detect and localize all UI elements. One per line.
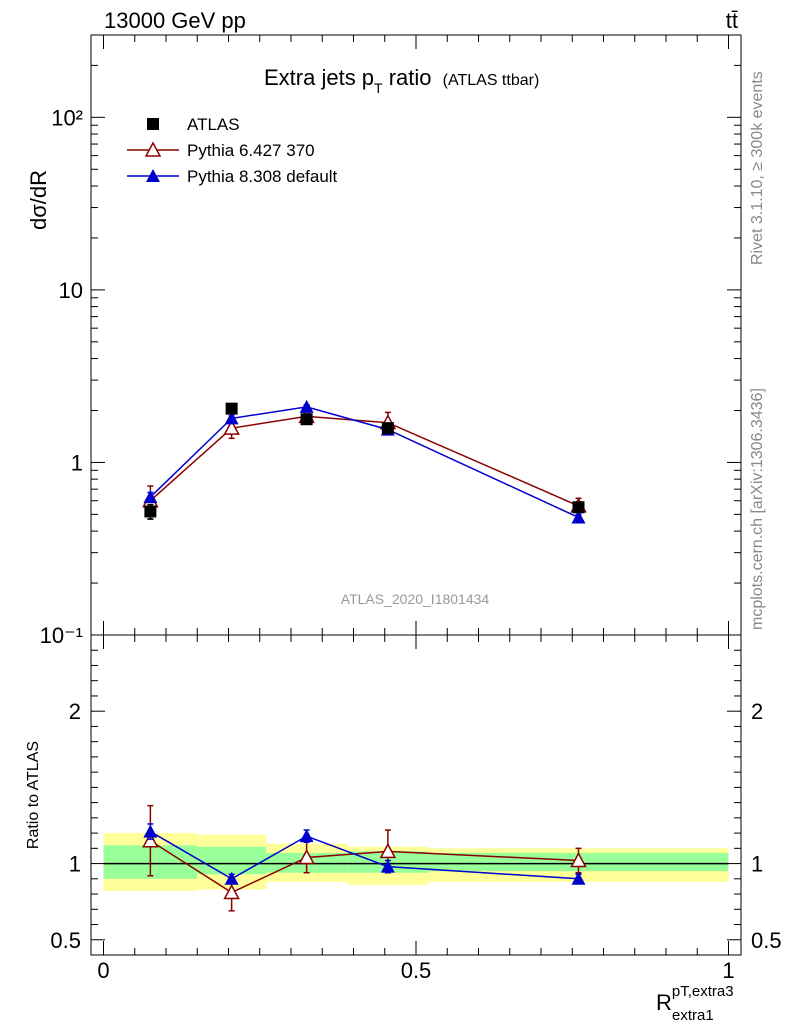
x-tick-label: 1: [722, 958, 734, 983]
main-series: [142, 399, 587, 524]
pythia-8-308-default-point: [143, 490, 158, 504]
pythia-6-427-370-ratio-point: [142, 832, 159, 848]
mcplots-label: mcplots.cern.ch [arXiv:1306.3436]: [749, 388, 766, 630]
pythia-8-308-default-point: [571, 510, 586, 524]
x-ticks: 0 0.5 1: [97, 35, 735, 983]
main-y-ticks: 10⁻¹ 1 10 10²: [40, 34, 741, 648]
pythia-6-427-370-ratio-point: [298, 848, 315, 865]
legend-label-pythia-6-427-370: Pythia 6.427 370: [187, 141, 315, 160]
ratio-y-ticks: 0.5 0.5 1 1 2 2: [50, 634, 782, 956]
pythia-8-308-default-ratio-point: [380, 859, 395, 873]
ratio-y-tick-label-right: 1: [751, 852, 763, 877]
title-rest: ratio: [383, 65, 432, 90]
x-label-sub: extra1: [672, 1007, 714, 1024]
process-label: tt̄: [726, 8, 738, 33]
ratio-y-tick-label-right: 0.5: [751, 928, 782, 953]
energy-label: 13000 GeV pp: [104, 8, 246, 33]
legend-marker-atlas: [147, 118, 159, 130]
title-main: Extra jets p: [264, 65, 374, 90]
legend-marker-pythia-8-308-default: [146, 169, 160, 182]
ratio-frame: [90, 634, 742, 956]
pythia-6-427-370-point: [223, 419, 240, 435]
x-label-main: R: [656, 990, 672, 1015]
pythia-8-308-default-ratio-point: [299, 829, 314, 843]
pythia-8-308-default-ratio-point: [571, 871, 586, 885]
ratio-bands: [103, 833, 729, 891]
pythia-8-308-default-ratio-point: [224, 871, 239, 885]
x-axis-label: RpT,extra3: [656, 983, 734, 1015]
main-y-label: dσ/dR: [26, 170, 51, 230]
ratio-y-label: Ratio to ATLAS: [25, 741, 42, 849]
pythia-6-427-370-ratio-point: [379, 842, 397, 859]
pythia-8-308-default-ratio-point: [143, 824, 158, 838]
legend-label-pythia-8-308-default: Pythia 8.308 default: [187, 167, 338, 186]
ratio-y-tick-label: 1: [69, 852, 81, 877]
ratio-y-tick-label: 0.5: [50, 928, 81, 953]
atlas-point: [225, 402, 238, 415]
title-sub: T: [374, 80, 383, 96]
ratio-series: [142, 804, 587, 912]
y-tick-label: 10⁻¹: [40, 623, 83, 648]
atlas-point: [381, 422, 394, 435]
analysis-watermark: ATLAS_2020_I1801434: [341, 591, 490, 607]
atlas-point: [144, 505, 157, 518]
y-tick-label: 10²: [51, 105, 83, 130]
atlas-point: [300, 413, 313, 426]
ratio-y-tick-label-right: 2: [751, 699, 763, 724]
pythia-8-308-default-line: [149, 406, 579, 519]
legend-marker-pythia-6-427-370: [144, 141, 162, 157]
rivet-label: Rivet 3.1.10, ≥ 300k events: [749, 71, 766, 265]
x-label-sup: pT,extra3: [672, 983, 734, 1000]
ratio-y-tick-label: 2: [69, 699, 81, 724]
pythia-8-308-default-point: [299, 399, 314, 413]
ratio-band-inner: [197, 846, 266, 875]
y-tick-label: 1: [71, 450, 83, 475]
ratio-panel: 0.5 0.5 1 1 2 2: [50, 634, 782, 956]
pythia-6-427-370-ratio-point: [223, 883, 240, 900]
legend-label-atlas: ATLAS: [187, 115, 240, 134]
legend: ATLAS Pythia 6.427 370 Pythia 8.308 defaul…: [127, 115, 338, 186]
atlas-point: [572, 501, 585, 514]
chart-title: Extra jets pT ratio (ATLAS ttbar): [264, 65, 539, 96]
title-paren: (ATLAS ttbar): [443, 72, 540, 89]
x-tick-label: 0.5: [401, 958, 432, 983]
pythia-6-427-370-ratio-point: [570, 851, 587, 868]
y-tick-label: 10: [59, 278, 83, 303]
x-tick-label: 0: [97, 958, 109, 983]
main-panel: 10⁻¹ 1 10 10²: [40, 34, 742, 648]
pythia-8-308-default-point: [224, 411, 239, 425]
pythia-6-427-370-line: [149, 415, 579, 507]
